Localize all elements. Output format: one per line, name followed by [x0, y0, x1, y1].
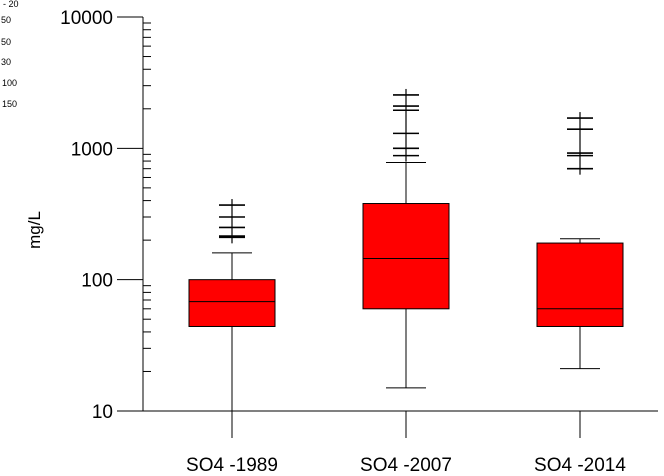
y-tick-label: 10 — [92, 402, 113, 423]
legend-fragment-text: 50 — [1, 37, 11, 47]
y-axis-title: mg/L — [25, 211, 44, 249]
x-category-label: SO4 -2007 — [360, 455, 452, 476]
legend-fragment-text: 30 — [1, 57, 11, 67]
legend-fragment-text: - 20 — [3, 0, 19, 9]
x-category-label: SO4 -2014 — [534, 455, 626, 476]
legend-fragment-text: 150 — [2, 99, 17, 109]
box — [536, 242, 624, 327]
box — [362, 203, 450, 310]
y-axis: 10 100 1000 10000 — [60, 8, 151, 423]
x-axis: SO4 -1989 SO4 -2007 SO4 -2014 — [143, 410, 658, 476]
x-category-label: SO4 -1989 — [186, 455, 278, 476]
box — [188, 279, 276, 327]
boxes — [188, 88, 624, 412]
y-tick-label: 1000 — [71, 139, 113, 160]
y-tick-label: 100 — [81, 271, 113, 292]
y-tick-label: 10000 — [60, 8, 113, 29]
legend-fragment-text: 100 — [2, 78, 17, 88]
legend-fragment: - 20 50 50 30 100 150 — [1, 0, 19, 109]
legend-fragment-text: 50 — [1, 15, 11, 25]
